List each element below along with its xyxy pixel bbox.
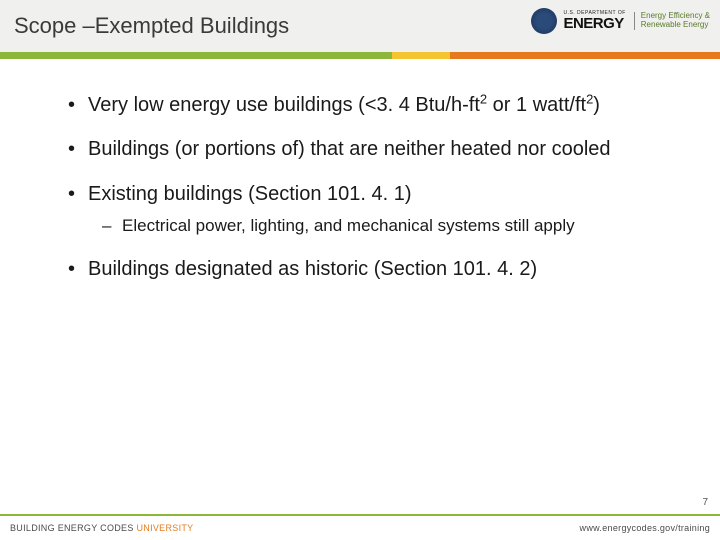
doe-logo-block: U.S. DEPARTMENT OF ENERGY Energy Efficie… bbox=[531, 8, 710, 34]
footer-left-b: UNIVERSITY bbox=[136, 523, 193, 533]
list-item: Existing buildings (Section 101. 4. 1) E… bbox=[40, 182, 680, 237]
list-item: Buildings designated as historic (Sectio… bbox=[40, 257, 680, 281]
list-item: Very low energy use buildings (<3. 4 Btu… bbox=[40, 93, 680, 117]
bullet-text: Very low energy use buildings (<3. 4 Btu… bbox=[88, 94, 480, 116]
list-item: Buildings (or portions of) that are neit… bbox=[40, 137, 680, 161]
bullet-list: Very low energy use buildings (<3. 4 Btu… bbox=[40, 93, 680, 281]
footer-bar: BUILDING ENERGY CODES UNIVERSITY www.ene… bbox=[0, 514, 720, 540]
header-bar: Scope –Exempted Buildings U.S. DEPARTMEN… bbox=[0, 0, 720, 52]
sub-list: Electrical power, lighting, and mechanic… bbox=[88, 216, 680, 237]
doe-seal-icon bbox=[531, 8, 557, 34]
accent-stripe bbox=[0, 52, 720, 59]
eere-block: Energy Efficiency & Renewable Energy bbox=[634, 12, 710, 30]
sub-list-item: Electrical power, lighting, and mechanic… bbox=[88, 216, 680, 237]
accent-green bbox=[0, 52, 392, 59]
bullet-text: Buildings (or portions of) that are neit… bbox=[88, 138, 611, 160]
slide-title: Scope –Exempted Buildings bbox=[14, 13, 289, 39]
bullet-text: Existing buildings (Section 101. 4. 1) bbox=[88, 183, 412, 205]
sub-bullet-text: Electrical power, lighting, and mechanic… bbox=[122, 216, 575, 235]
accent-orange bbox=[450, 52, 720, 59]
footer-left: BUILDING ENERGY CODES UNIVERSITY bbox=[10, 523, 193, 533]
doe-wordmark: U.S. DEPARTMENT OF ENERGY bbox=[563, 11, 625, 31]
bullet-text: or 1 watt/ft bbox=[487, 94, 586, 116]
footer-left-a: BUILDING ENERGY CODES bbox=[10, 523, 136, 533]
bullet-text: Buildings designated as historic (Sectio… bbox=[88, 258, 537, 280]
content-area: Very low energy use buildings (<3. 4 Btu… bbox=[0, 59, 720, 281]
doe-energy-label: ENERGY bbox=[563, 16, 625, 31]
bullet-text: ) bbox=[593, 94, 600, 116]
page-number: 7 bbox=[702, 497, 708, 508]
eere-line-2: Renewable Energy bbox=[641, 21, 710, 30]
footer-right: www.energycodes.gov/training bbox=[580, 523, 710, 533]
accent-yellow bbox=[392, 52, 450, 59]
